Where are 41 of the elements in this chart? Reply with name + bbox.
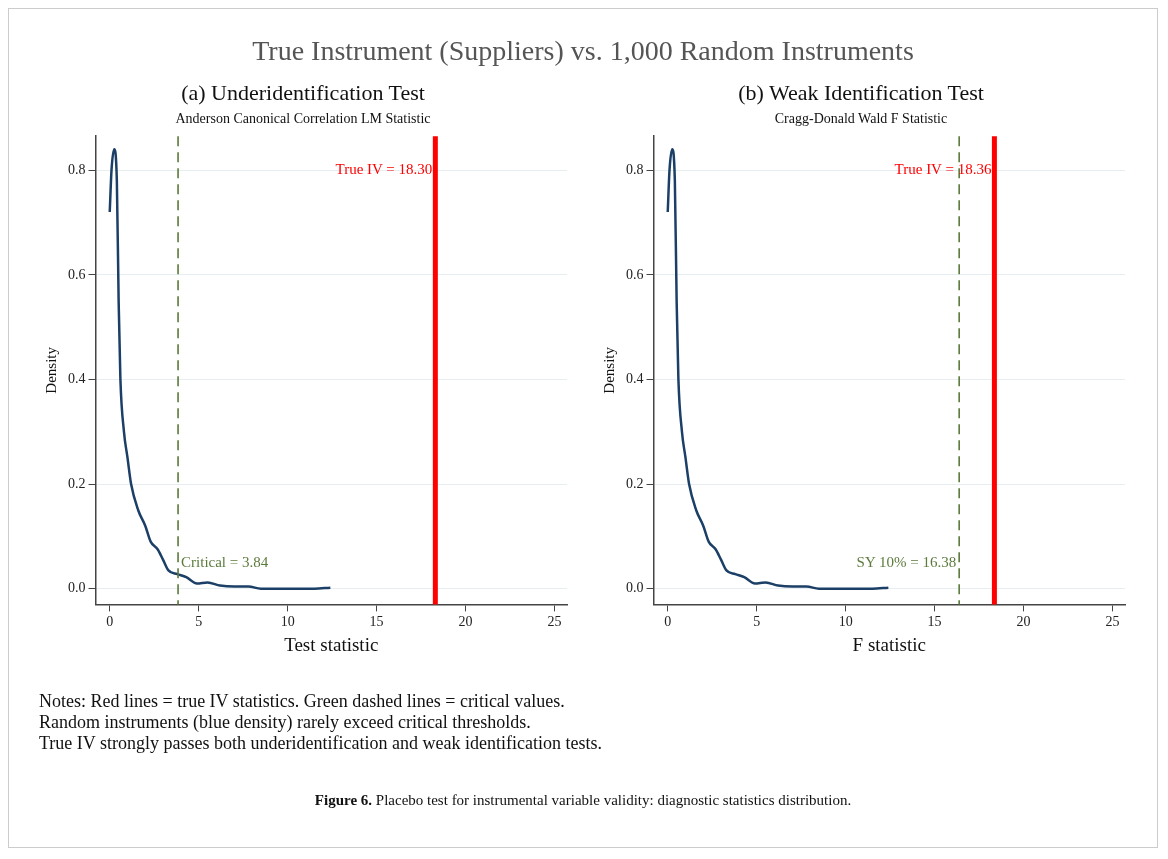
text: Placebo test for instrumental variable validity: diagnostic statistics distribution. — [375, 792, 852, 808]
text: Random instruments (blue density) rarely exceed critical thresholds. — [39, 712, 532, 733]
y-tick-label: 0.4 — [68, 371, 86, 387]
x-tick-label: 10 — [838, 614, 853, 630]
x-axis-title: Test statistic — [284, 633, 379, 655]
y-tick-label: 0.6 — [626, 266, 644, 282]
x-tick-label: 20 — [458, 614, 473, 630]
x-tick-label: 0 — [664, 614, 672, 630]
x-axis-title: F statistic — [852, 633, 926, 655]
x-tick-label: 15 — [927, 614, 942, 630]
text: True Instrument (Suppliers) vs. 1,000 Random Instruments — [251, 35, 915, 67]
y-axis-title: Density — [600, 346, 617, 394]
x-tick-label: 20 — [1016, 614, 1031, 630]
chart-subtitle: Anderson Canonical Correlation LM Statistic — [175, 111, 431, 127]
x-tick-label: 25 — [547, 614, 562, 630]
caption: Figure 6. — [314, 792, 373, 808]
y-tick-label: 0.0 — [68, 580, 86, 596]
line-series — [108, 148, 332, 590]
text: Notes: Red lines = true IV statistics. Green dashed lines = critical values. — [39, 691, 566, 712]
y-tick-label: 0.2 — [68, 475, 86, 491]
y-tick-label: 0.8 — [68, 161, 86, 177]
chart-title: (b) Weak Identification Test — [738, 79, 984, 105]
y-tick-label: 0.0 — [626, 580, 644, 596]
y-axis-title: Density — [42, 346, 59, 394]
chart-subtitle: Cragg-Donald Wald F Statistic — [774, 111, 948, 127]
y-tick-label: 0.2 — [626, 475, 644, 491]
ref-line-label: True IV = 18.36 — [894, 161, 992, 178]
ref-line-label: True IV = 18.30 — [335, 161, 433, 178]
chart-title: (a) Underidentification Test — [181, 79, 425, 105]
x-tick-label: 10 — [280, 614, 295, 630]
y-tick-label: 0.8 — [626, 161, 644, 177]
ref-line-label: SY 10% = 16.38 — [856, 553, 957, 570]
x-tick-label: 15 — [369, 614, 384, 630]
y-tick-label: 0.4 — [626, 371, 644, 387]
x-tick-label: 5 — [195, 614, 203, 630]
ref-line-label: Critical = 3.84 — [181, 553, 269, 570]
x-tick-label: 0 — [106, 614, 114, 630]
x-tick-label: 5 — [753, 614, 761, 630]
x-tick-label: 25 — [1105, 614, 1120, 630]
y-tick-label: 0.6 — [68, 266, 86, 282]
text: True IV strongly passes both underidentification and weak identification tests. — [39, 733, 603, 754]
